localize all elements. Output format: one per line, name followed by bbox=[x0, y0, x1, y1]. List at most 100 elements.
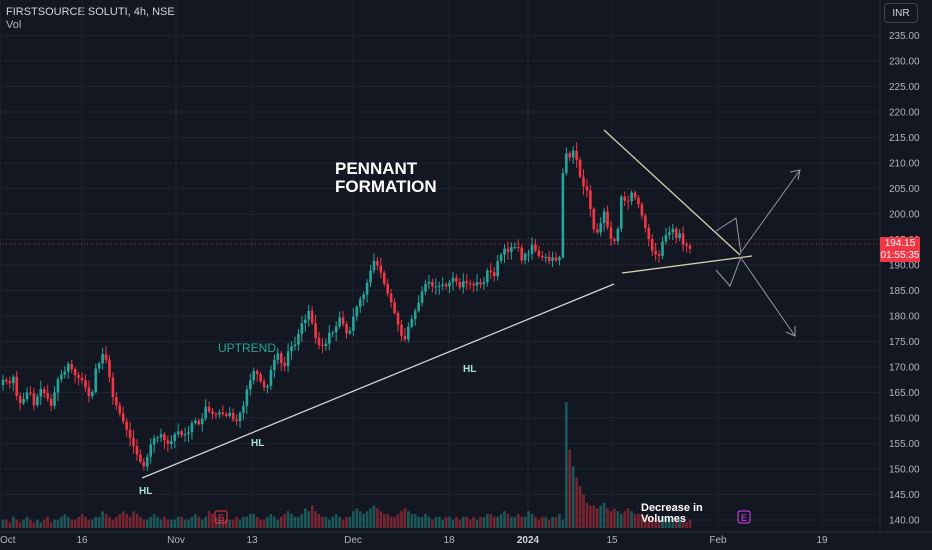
breakdown-arrow-down-head bbox=[785, 326, 796, 337]
candle-body bbox=[544, 256, 548, 258]
volume-bar bbox=[369, 508, 372, 528]
volume-bar bbox=[97, 516, 101, 528]
volume-bar bbox=[135, 514, 139, 528]
currency-button[interactable]: INR bbox=[884, 3, 918, 23]
volume-bar bbox=[465, 516, 469, 528]
price-tick-label: 150.00 bbox=[889, 465, 920, 476]
volume-bar bbox=[647, 516, 651, 528]
volume-bar bbox=[461, 516, 465, 528]
candle-body bbox=[431, 281, 434, 287]
price-tick-label: 215.00 bbox=[889, 133, 920, 144]
price-tick-label: 210.00 bbox=[889, 159, 920, 170]
volume-bar bbox=[458, 519, 462, 528]
volume-bar bbox=[527, 511, 530, 528]
volume-indicator-label[interactable]: Vol bbox=[6, 19, 22, 31]
symbol-title[interactable]: FIRSTSOURCE SOLUTI, 4h, NSE bbox=[6, 6, 175, 18]
candle-body bbox=[451, 277, 455, 283]
price-tick-label: 220.00 bbox=[889, 108, 920, 119]
volume-bar bbox=[115, 516, 118, 528]
candle-body bbox=[661, 241, 664, 256]
candle-body bbox=[80, 377, 84, 381]
candle-body bbox=[276, 353, 280, 360]
candle-body bbox=[565, 153, 568, 174]
volume-bar bbox=[585, 502, 589, 528]
volume-bar bbox=[238, 519, 242, 528]
volume-bar bbox=[331, 516, 335, 528]
volume-bar bbox=[434, 516, 438, 528]
candle-body bbox=[499, 254, 503, 261]
candle-body bbox=[84, 380, 87, 388]
last-price-value: 194.15 bbox=[884, 238, 916, 249]
volume-bar bbox=[211, 514, 214, 528]
candle-body bbox=[358, 299, 362, 307]
volume-bar bbox=[73, 519, 77, 528]
volume-bar bbox=[283, 514, 286, 528]
breakout-arrow-up[interactable] bbox=[740, 169, 801, 253]
hl-label-1: HL bbox=[139, 486, 152, 497]
uptrend-line[interactable] bbox=[141, 283, 615, 479]
candle-body bbox=[25, 392, 29, 400]
volume-bar bbox=[616, 511, 620, 528]
candle-body bbox=[486, 270, 489, 283]
volume-bar bbox=[534, 516, 537, 528]
breakout-path-up[interactable] bbox=[715, 217, 742, 255]
volume-bar bbox=[293, 516, 297, 528]
earnings-marker-1-label: E bbox=[218, 513, 224, 523]
volume-bar bbox=[314, 511, 317, 528]
candle-body bbox=[262, 381, 266, 388]
volume-bar bbox=[111, 519, 115, 528]
earnings-marker-1[interactable]: E bbox=[214, 510, 228, 524]
candle-body bbox=[616, 228, 620, 242]
volume-bar bbox=[228, 519, 232, 528]
volume-bar bbox=[516, 514, 520, 528]
breakdown-path-down[interactable] bbox=[715, 256, 742, 287]
volume-bar bbox=[358, 511, 362, 528]
candle-body bbox=[18, 396, 22, 404]
time-tick-label: Nov bbox=[167, 535, 185, 546]
volume-bar bbox=[324, 516, 328, 528]
volume-bar bbox=[407, 511, 410, 528]
candle-body bbox=[599, 223, 602, 233]
breakdown-arrow-down[interactable] bbox=[740, 257, 796, 337]
volume-bar bbox=[176, 516, 180, 528]
volume-bar bbox=[451, 519, 455, 528]
candle-body bbox=[42, 388, 46, 394]
candle-body bbox=[664, 234, 668, 242]
earnings-marker-2[interactable]: E bbox=[737, 510, 751, 524]
candle-body bbox=[455, 277, 458, 282]
time-tick-label: Dec bbox=[344, 535, 362, 546]
price-axis[interactable]: 235.00 230.00 225.00 220.00 215.00 210.00 205.… bbox=[879, 0, 920, 532]
volume-bar bbox=[475, 519, 479, 528]
candle-body bbox=[145, 456, 149, 467]
pennant-lower-line[interactable] bbox=[621, 255, 753, 274]
volume-bar bbox=[393, 516, 396, 528]
candle-body bbox=[606, 211, 609, 228]
volume-bar bbox=[489, 514, 493, 528]
volume-bar bbox=[386, 514, 390, 528]
time-axis[interactable]: Oct 16 Nov 13 Dec 18 2024 15 Feb 19 bbox=[0, 531, 932, 546]
candle-body bbox=[194, 420, 197, 424]
candle-body bbox=[496, 260, 499, 277]
volume-bar bbox=[128, 516, 132, 528]
candle-body bbox=[365, 282, 369, 295]
volume-bar bbox=[63, 514, 67, 528]
volume-bar bbox=[101, 511, 104, 528]
candle-body bbox=[400, 324, 403, 336]
volume-bar bbox=[245, 516, 249, 528]
volume-bar bbox=[29, 519, 32, 528]
volume-bar bbox=[77, 516, 80, 528]
price-tick-label: 225.00 bbox=[889, 82, 920, 93]
price-tick-label: 235.00 bbox=[889, 31, 920, 42]
volume-bar bbox=[94, 516, 98, 528]
volume-bar bbox=[139, 516, 142, 528]
candle-body bbox=[314, 323, 317, 338]
candle-body bbox=[348, 330, 352, 334]
pennant-upper-line[interactable] bbox=[603, 129, 741, 256]
volume-bar bbox=[681, 519, 685, 528]
time-tick-label: 16 bbox=[76, 535, 88, 546]
candle-body bbox=[523, 253, 527, 261]
candle-body bbox=[252, 371, 256, 381]
candle-body bbox=[46, 393, 49, 399]
candle-body bbox=[396, 312, 400, 325]
